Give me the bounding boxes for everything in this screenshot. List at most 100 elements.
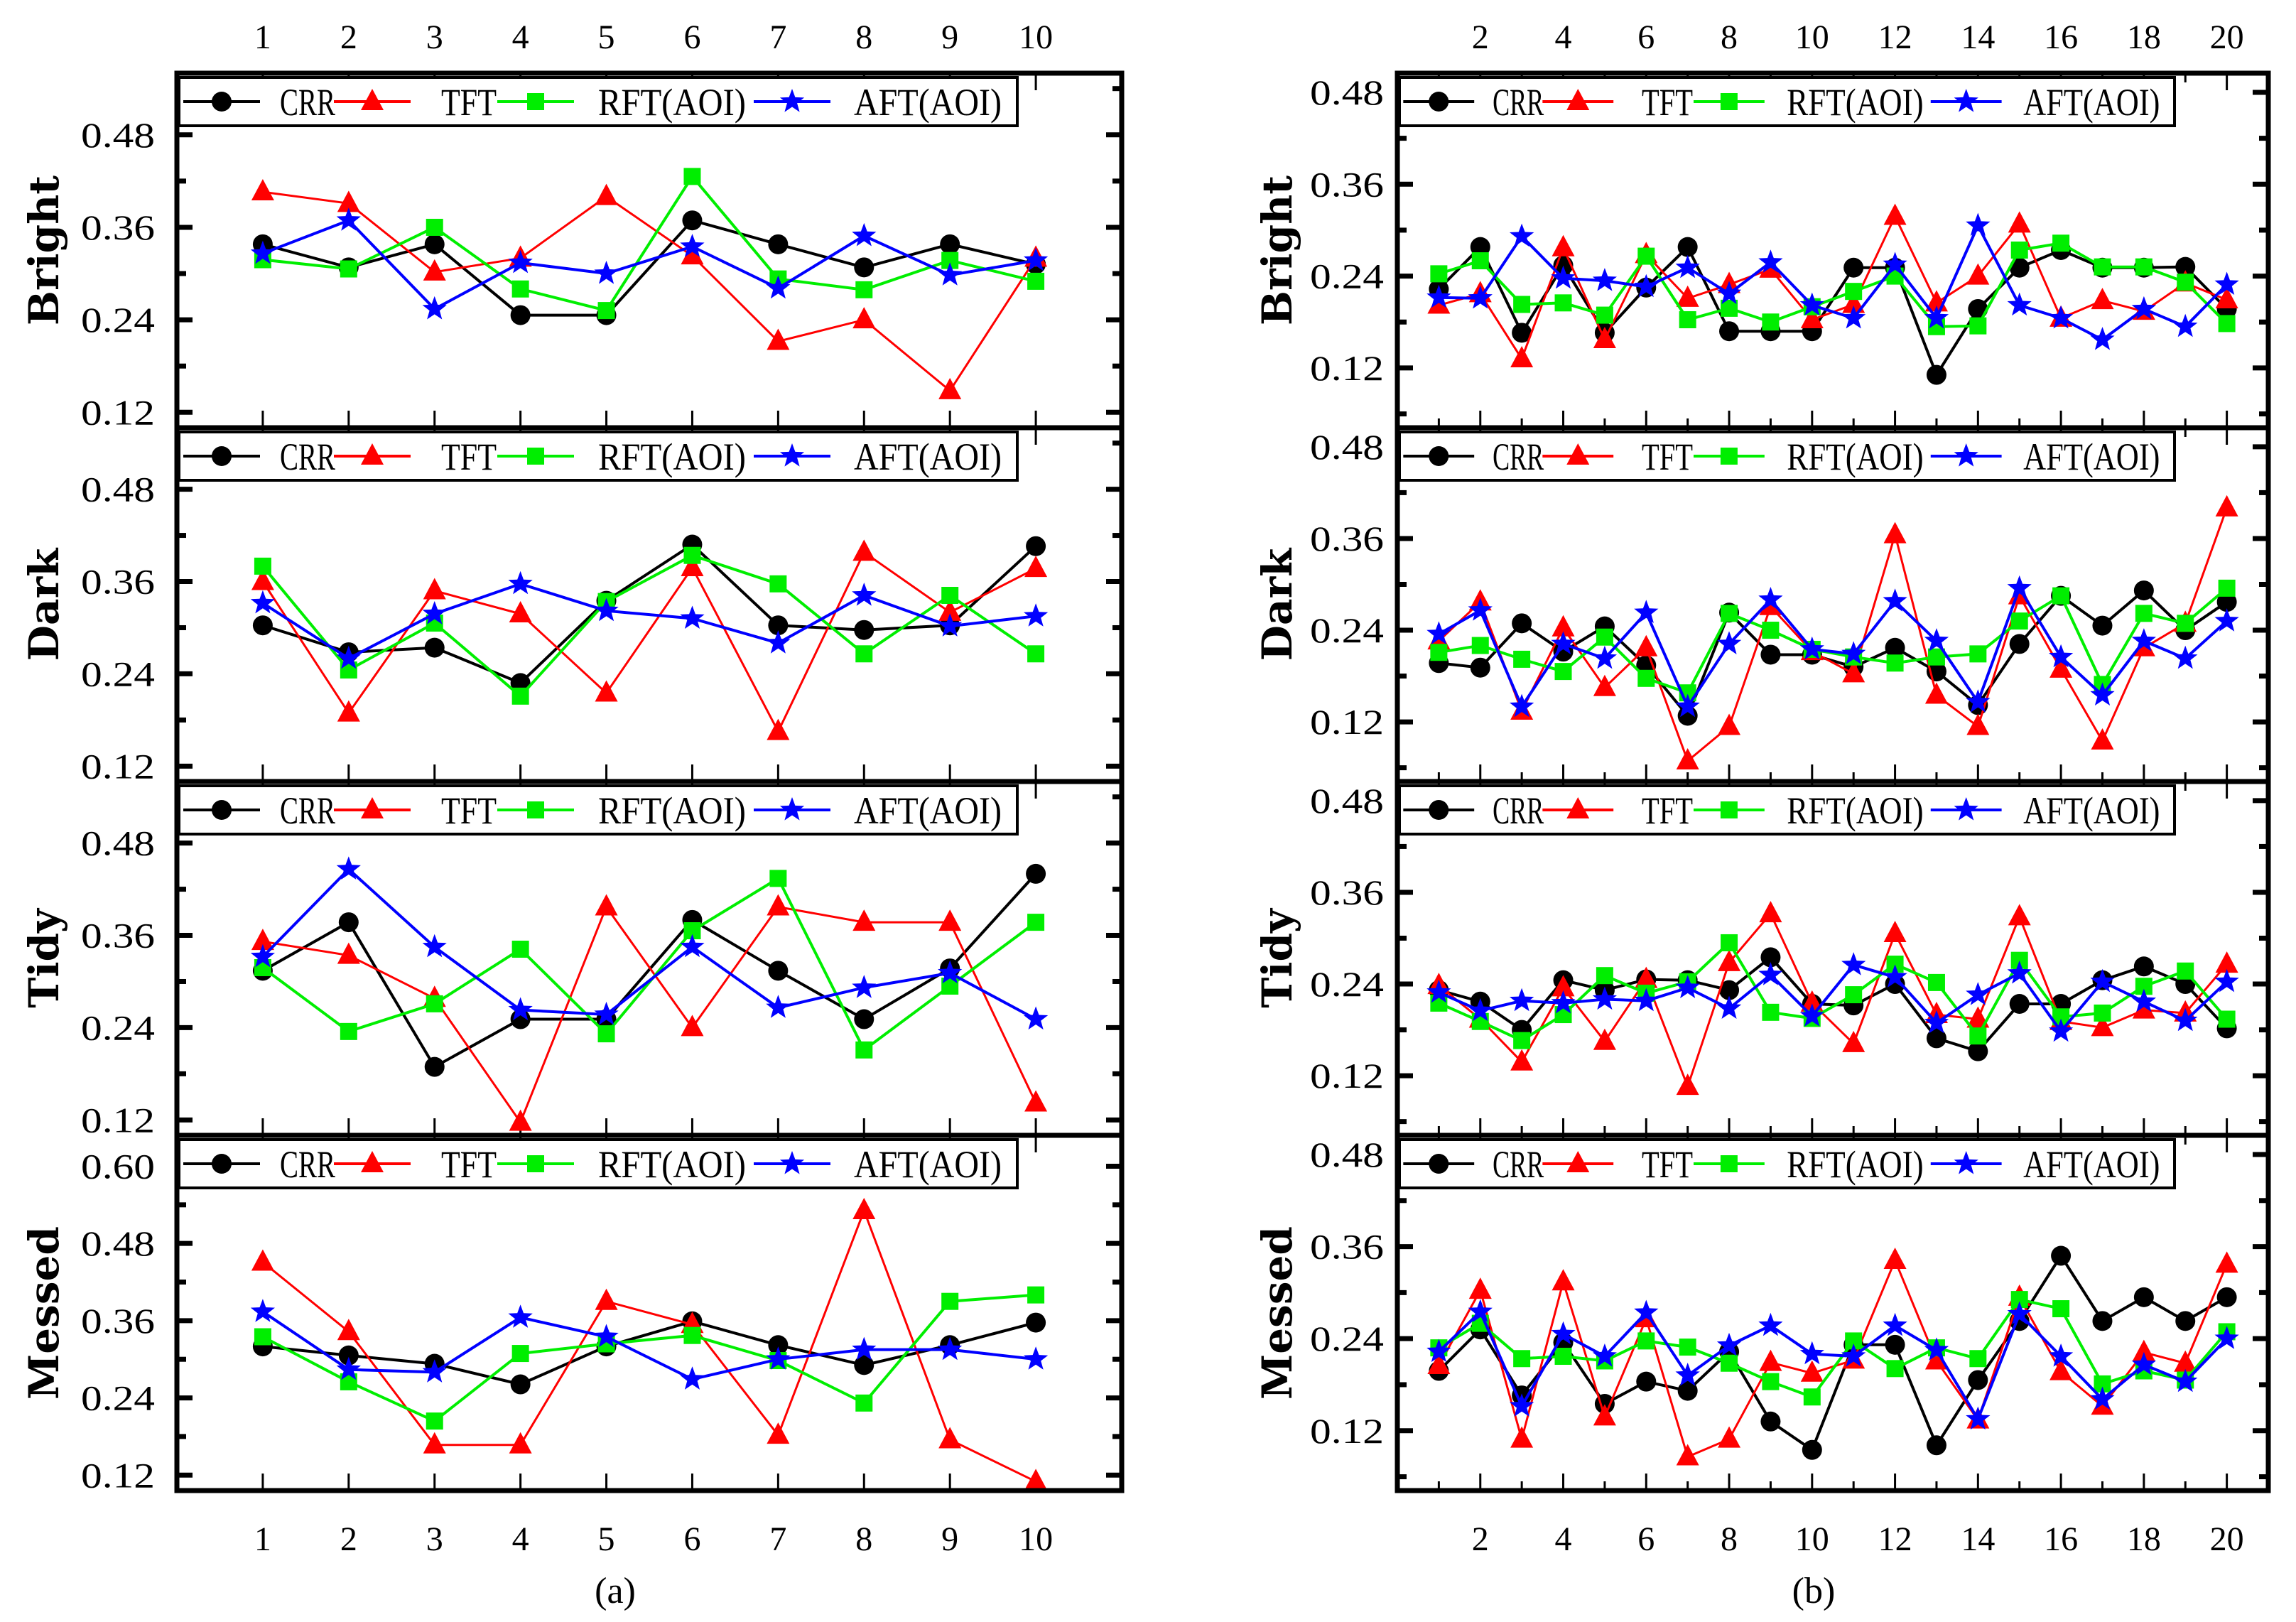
- data-point-star: [594, 1324, 619, 1348]
- data-point-square: [2052, 587, 2070, 605]
- legend-item: TFT: [1542, 1143, 1693, 1186]
- data-point-triangle: [1510, 346, 1534, 368]
- data-point-square: [1637, 669, 1655, 687]
- data-point-circle: [854, 257, 874, 278]
- data-point-triangle: [251, 568, 274, 590]
- series-line: [262, 543, 1037, 685]
- data-point-triangle: [1552, 615, 1575, 637]
- data-point-triangle: [1510, 1426, 1534, 1448]
- bottom-x-tick-label: 6: [683, 1520, 700, 1558]
- data-point-triangle: [1427, 292, 1451, 314]
- data-point-square: [511, 941, 529, 958]
- bottom-x-tick-label: 8: [855, 1520, 872, 1558]
- data-point-circle: [1843, 257, 1864, 278]
- series-line: [262, 904, 1037, 1125]
- legend-marker-circle: [1429, 446, 1449, 466]
- data-point-circle: [1719, 321, 1740, 342]
- top-x-tick-label: 2: [1472, 18, 1489, 56]
- legend-label: RFT(AOI): [598, 789, 746, 832]
- data-point-star: [1716, 281, 1742, 304]
- legend-box: [178, 1138, 1019, 1189]
- series-crr: [252, 863, 1046, 1077]
- bottom-x-tick-label: 9: [941, 1520, 958, 1558]
- legend: CRR TFT RFT(AOI) AFT(AOI): [1398, 431, 2176, 482]
- data-point-triangle: [1552, 234, 1575, 256]
- legend-marker-circle: [212, 1154, 232, 1174]
- data-point-star: [422, 1359, 447, 1383]
- data-point-square: [1596, 628, 1613, 646]
- legend-item: CRR: [1403, 81, 1544, 124]
- data-point-triangle: [2049, 1358, 2073, 1380]
- data-point-star: [766, 630, 791, 654]
- legend: CRR TFT RFT(AOI) AFT(AOI): [178, 784, 1019, 836]
- bottom-x-tick-label: 3: [426, 1520, 443, 1558]
- data-point-square: [2010, 612, 2028, 630]
- data-point-square: [1927, 973, 1945, 991]
- data-point-triangle: [251, 179, 274, 201]
- data-point-circle: [1512, 323, 1532, 343]
- panel-b-bright: 0.12 0.24 0.36 0.48 2 4 6 8 10 12 14 16 18 20 CRR TFT RF…: [1253, 18, 2271, 431]
- y-axis-title: Bright: [20, 175, 68, 325]
- data-point-star: [2049, 1018, 2074, 1042]
- series-tft: [251, 894, 1048, 1131]
- data-point-square: [1721, 605, 1738, 622]
- legend-item: AFT(AOI): [1930, 436, 2160, 478]
- series-line: [261, 1310, 1036, 1381]
- data-point-star: [250, 240, 275, 264]
- data-point-triangle: [1842, 661, 1866, 683]
- legend-label: RFT(AOI): [598, 436, 746, 478]
- data-point-square: [1762, 1373, 1780, 1390]
- data-point-star: [594, 598, 619, 622]
- data-point-square: [340, 260, 357, 278]
- series-line: [262, 218, 1036, 311]
- data-point-triangle: [2132, 997, 2155, 1019]
- top-x-tick-label: 10: [1019, 18, 1053, 56]
- bottom-x-tick-label: 14: [1961, 1520, 1995, 1558]
- data-point-star: [1634, 1299, 1659, 1323]
- data-point-circle: [1677, 237, 1698, 257]
- y-tick-label: 0.48: [81, 1223, 155, 1263]
- data-point-circle: [424, 637, 445, 658]
- top-x-tick-label: 8: [855, 18, 872, 56]
- legend-marker-circle: [212, 800, 232, 820]
- bottom-x-tick-label: 4: [1555, 1520, 1572, 1558]
- legend-marker-triangle: [361, 89, 384, 110]
- legend-label: TFT: [1642, 789, 1693, 832]
- y-axis-title: Messed: [1253, 1226, 1301, 1400]
- legend-item: CRR: [183, 81, 335, 124]
- legend-marker-triangle: [1566, 443, 1590, 465]
- data-point-square: [1762, 622, 1780, 639]
- series-crr: [252, 1311, 1046, 1395]
- data-point-star: [1024, 603, 1049, 627]
- data-point-circle: [2216, 1287, 2237, 1307]
- data-point-square: [941, 587, 959, 605]
- data-point-square: [1762, 313, 1780, 331]
- data-point-star: [938, 613, 963, 637]
- data-point-star: [1966, 1406, 1991, 1430]
- legend-label: RFT(AOI): [598, 1143, 746, 1186]
- data-point-triangle: [2008, 904, 2031, 926]
- legend-item: CRR: [183, 1143, 335, 1186]
- data-point-triangle: [1593, 674, 1616, 696]
- data-point-square: [1679, 1339, 1696, 1356]
- data-point-star: [594, 1002, 619, 1025]
- legend-marker-star: [1954, 443, 1978, 467]
- data-point-star: [1799, 636, 1824, 660]
- series-line: [1438, 585, 2228, 710]
- data-point-star: [1592, 1343, 1617, 1367]
- data-point-triangle: [1635, 634, 1658, 656]
- top-x-tick-label: 2: [340, 18, 357, 56]
- legend-label: CRR: [280, 1143, 335, 1186]
- series-line: [262, 218, 1036, 317]
- y-tick-label: 0.24: [81, 1378, 155, 1418]
- legend-marker-square: [527, 801, 544, 818]
- data-point-triangle: [1883, 921, 1907, 943]
- data-point-star: [2173, 1007, 2198, 1032]
- data-point-square: [941, 1292, 959, 1310]
- data-point-triangle: [1883, 203, 1907, 225]
- data-point-star: [2131, 988, 2156, 1012]
- legend-item: AFT(AOI): [1930, 81, 2160, 124]
- legend-label: RFT(AOI): [1787, 789, 1923, 832]
- data-point-circle: [1760, 644, 1781, 665]
- top-x-tick-label: 6: [683, 18, 700, 56]
